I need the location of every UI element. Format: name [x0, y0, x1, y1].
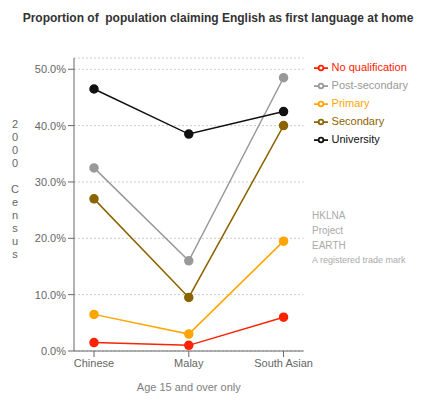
html-text:HKLNA: HKLNA: [312, 210, 346, 221]
html-text:u: u: [11, 235, 19, 247]
html-text:Project: Project: [312, 225, 344, 236]
html-text:e: e: [11, 196, 19, 208]
svg-text:40.0%: 40.0%: [35, 120, 66, 132]
svg-text:50.0%: 50.0%: [35, 63, 66, 75]
svg-text:South Asian: South Asian: [254, 357, 313, 369]
svg-text:0.0%: 0.0%: [41, 345, 66, 357]
html-text:Post-secondary: Post-secondary: [331, 79, 408, 91]
html-text:s: s: [12, 248, 18, 260]
html-text:University: University: [331, 133, 380, 145]
svg-text:30.0%: 30.0%: [35, 176, 66, 188]
html-text:No qualification: No qualification: [331, 61, 407, 73]
svg-text:Chinese: Chinese: [74, 357, 114, 369]
html-text:s: s: [12, 222, 18, 234]
html-text:n: n: [11, 209, 19, 221]
html-text:0: 0: [11, 144, 19, 156]
svg-text:Age 15 and over only: Age 15 and over only: [137, 381, 241, 393]
html-text:Primary: Primary: [331, 97, 370, 109]
html-text:Proportion of population claim: Proportion of population claiming Englis…: [22, 11, 414, 25]
html-text:0: 0: [11, 131, 19, 143]
html-text:C: C: [11, 183, 19, 195]
html-text:A registered trade mark: A registered trade mark: [312, 255, 406, 265]
svg-text:20.0%: 20.0%: [35, 232, 66, 244]
html-text:Secondary: Secondary: [331, 115, 385, 127]
html-text:EARTH: EARTH: [312, 240, 346, 251]
html-text:2: 2: [11, 118, 19, 130]
svg-text:10.0%: 10.0%: [35, 289, 66, 301]
svg-text:Malay: Malay: [174, 357, 204, 369]
html-text:0: 0: [11, 157, 19, 169]
